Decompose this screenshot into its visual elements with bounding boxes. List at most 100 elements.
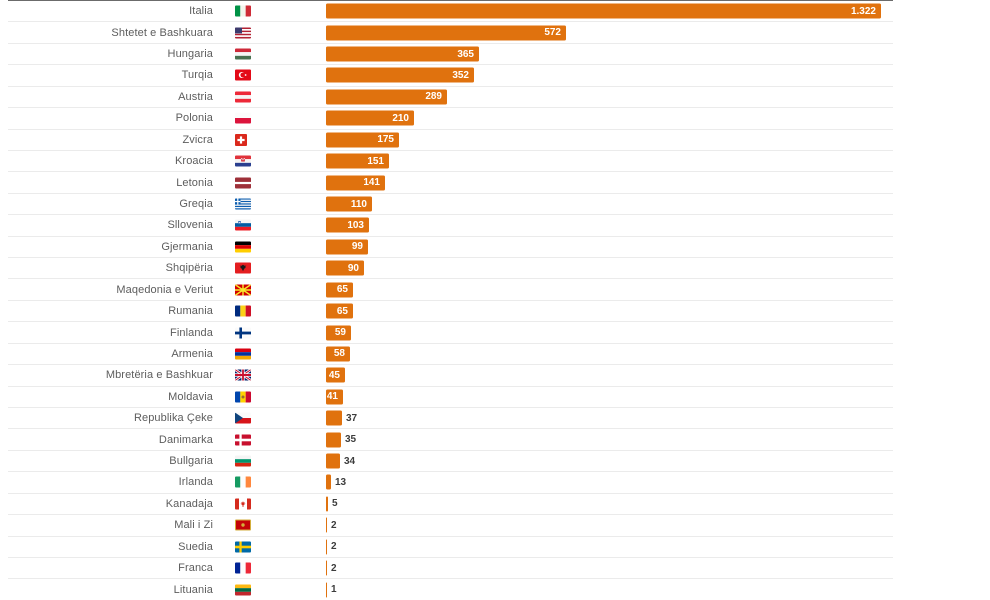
country-label: Letonia: [176, 176, 213, 189]
value-bar[interactable]: 151: [326, 153, 389, 169]
country-label: Republika Çeke: [133, 412, 213, 425]
bar-track: 352: [326, 67, 893, 83]
value-bar[interactable]: 41: [326, 389, 343, 405]
country-label: Maqedonia e Veriut: [116, 283, 213, 296]
value-bar[interactable]: [326, 496, 328, 512]
bar-track: 151: [326, 153, 893, 169]
value-bar[interactable]: [326, 410, 342, 426]
mk-flag-icon: [235, 284, 251, 296]
table-row: Gjermania 99: [8, 235, 893, 257]
country-label: Kroacia: [175, 155, 213, 168]
value-bar[interactable]: 141: [326, 175, 385, 191]
value-bar[interactable]: 289: [326, 89, 447, 105]
table-row: Rumania 65: [8, 299, 893, 321]
bar-track: 2: [326, 560, 893, 576]
value-label: 99: [351, 241, 363, 253]
bar-track: 90: [326, 260, 893, 276]
value-bar[interactable]: [326, 453, 340, 469]
table-row: Danimarka 35: [8, 428, 893, 449]
table-row: Bullgaria 34: [8, 449, 893, 471]
dk-flag-icon: [235, 434, 251, 446]
table-row: Republika Çeke 37: [8, 407, 893, 428]
bar-track: 41: [326, 389, 893, 405]
bar-track: 572: [326, 25, 893, 41]
country-label: Irlanda: [178, 476, 213, 489]
value-bar[interactable]: 59: [326, 325, 351, 341]
country-label: Rumania: [168, 305, 213, 318]
value-label: 141: [363, 177, 380, 189]
value-bar[interactable]: 58: [326, 346, 350, 362]
value-label: 352: [452, 69, 469, 81]
value-bar[interactable]: 65: [326, 303, 353, 319]
table-row: Turqia 352: [8, 64, 893, 85]
value-bar[interactable]: 175: [326, 132, 399, 148]
table-row: Franca 2: [8, 556, 893, 578]
value-bar[interactable]: 572: [326, 25, 566, 41]
value-label: 103: [347, 219, 364, 231]
value-bar[interactable]: [326, 432, 341, 448]
table-row: Sllovenia 103: [8, 214, 893, 235]
cz-flag-icon: [235, 412, 251, 424]
value-bar[interactable]: [326, 582, 327, 598]
value-label: 289: [425, 91, 442, 103]
table-row: Shtetet e Bashkuara 572: [8, 21, 893, 42]
value-label: 45: [328, 369, 340, 381]
si-flag-icon: [235, 219, 251, 231]
value-bar[interactable]: 103: [326, 217, 369, 233]
country-label: Polonia: [175, 112, 213, 125]
bar-track: 65: [326, 282, 893, 298]
bar-track: 34: [326, 453, 893, 469]
table-row: Italia 1.322: [8, 0, 893, 21]
value-bar[interactable]: 1.322: [326, 3, 881, 19]
at-flag-icon: [235, 91, 251, 103]
country-label: Hungaria: [167, 48, 213, 61]
value-bar[interactable]: 65: [326, 282, 353, 298]
value-label: 572: [544, 27, 561, 39]
value-label: 365: [457, 48, 474, 60]
table-row: Lituania 1: [8, 578, 893, 599]
country-label: Moldavia: [168, 390, 213, 403]
table-row: Austria 289: [8, 85, 893, 107]
value-label: 151: [367, 155, 384, 167]
value-label: 37: [346, 412, 358, 424]
table-row: Letonia 141: [8, 171, 893, 192]
ca-flag-icon: [235, 498, 251, 510]
bar-track: 65: [326, 303, 893, 319]
table-row: Kroacia 151: [8, 149, 893, 171]
country-label: Lituania: [173, 583, 213, 596]
bar-track: 99: [326, 239, 893, 255]
table-row: Polonia 210: [8, 107, 893, 128]
it-flag-icon: [235, 5, 251, 17]
value-bar[interactable]: 365: [326, 46, 479, 62]
value-bar[interactable]: [326, 474, 331, 490]
am-flag-icon: [235, 348, 251, 360]
gb-flag-icon: [235, 369, 251, 381]
value-bar[interactable]: [326, 517, 327, 533]
value-bar[interactable]: 90: [326, 260, 364, 276]
value-bar[interactable]: 352: [326, 67, 474, 83]
country-label: Shtetet e Bashkuara: [111, 26, 213, 39]
table-row: Moldavia 41: [8, 385, 893, 407]
value-label: 65: [336, 305, 348, 317]
value-label: 41: [326, 391, 338, 403]
bar-track: 58: [326, 346, 893, 362]
bar-chart: Italia 1.322 Shtetet e Bashkuara 572 Hun…: [8, 0, 893, 600]
me-flag-icon: [235, 519, 251, 531]
al-flag-icon: [235, 262, 251, 274]
bar-track: 103: [326, 217, 893, 233]
value-bar[interactable]: [326, 560, 327, 576]
value-label: 5: [332, 498, 338, 510]
value-bar[interactable]: 210: [326, 110, 414, 126]
country-label: Gjermania: [161, 240, 213, 253]
value-label: 2: [331, 562, 337, 574]
se-flag-icon: [235, 541, 251, 553]
value-bar[interactable]: 99: [326, 239, 368, 255]
value-label: 13: [335, 476, 347, 488]
country-label: Kanadaja: [165, 497, 213, 510]
country-label: Mbretëria e Bashkuar: [105, 369, 213, 382]
value-bar[interactable]: [326, 539, 327, 555]
value-bar[interactable]: 110: [326, 196, 372, 212]
ro-flag-icon: [235, 305, 251, 317]
value-bar[interactable]: 45: [326, 367, 345, 383]
bar-track: 110: [326, 196, 893, 212]
